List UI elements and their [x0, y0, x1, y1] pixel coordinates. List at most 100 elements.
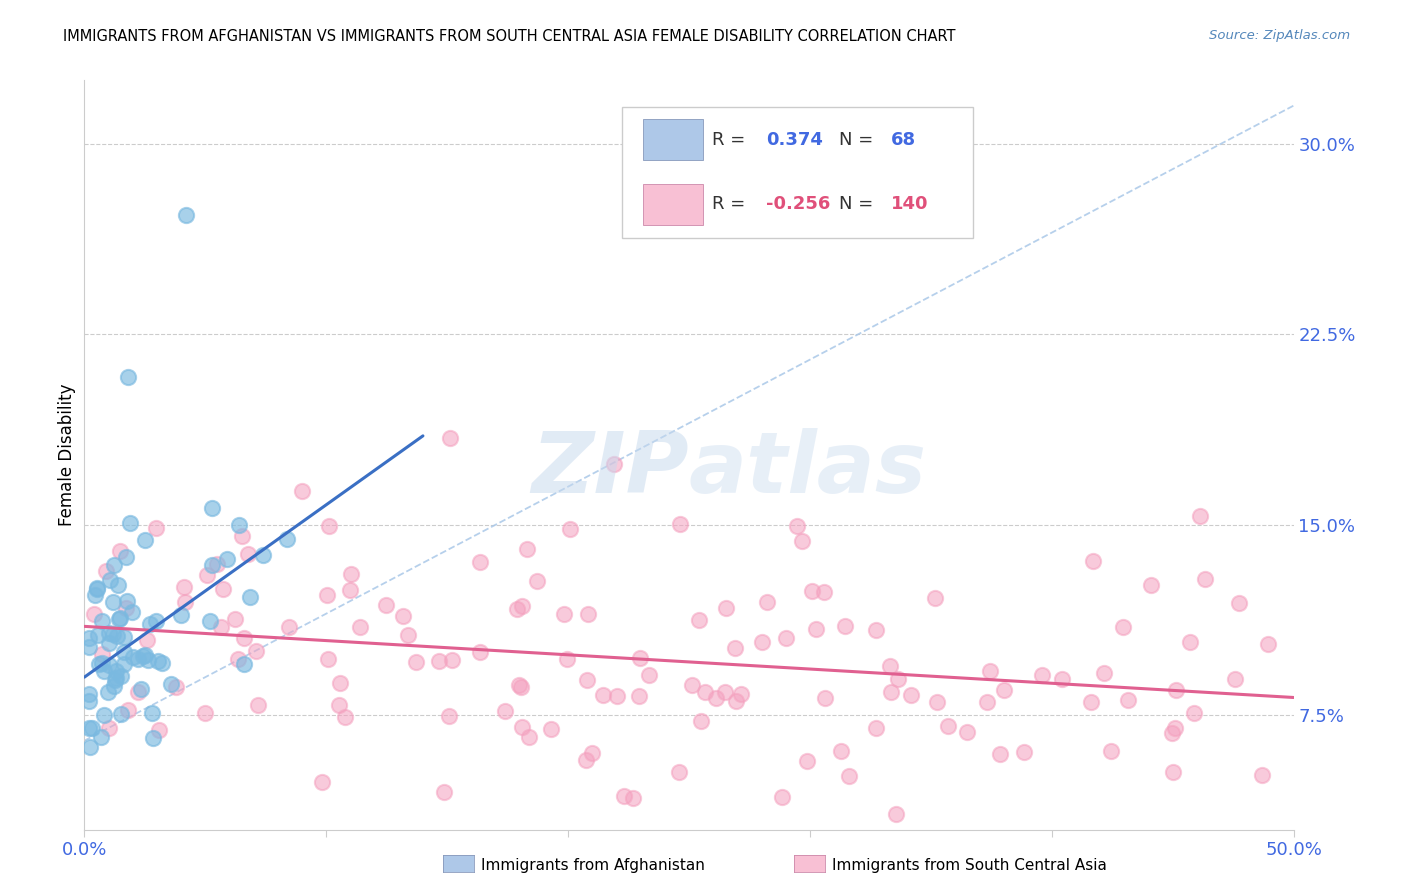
Point: [98, 573, 121, 587]
Point: [145, 614, 167, 628]
Point: [553, 607, 575, 622]
Point: [510, 720, 533, 734]
Point: [121, 605, 143, 619]
Point: [887, 672, 910, 686]
Point: [558, 522, 581, 536]
Point: [239, 590, 262, 604]
Text: R =: R =: [711, 131, 745, 149]
FancyBboxPatch shape: [623, 106, 973, 237]
Point: [1012, 745, 1035, 759]
Point: [508, 678, 530, 692]
Point: [756, 595, 779, 609]
Point: [339, 582, 361, 597]
Point: [925, 695, 948, 709]
Text: IMMIGRANTS FROM AFGHANISTAN VS IMMIGRANTS FROM SOUTH CENTRAL ASIA FEMALE DISABIL: IMMIGRANTS FROM AFGHANISTAN VS IMMIGRANT…: [63, 29, 956, 44]
Point: [865, 721, 887, 735]
Point: [704, 690, 727, 705]
Point: [517, 730, 540, 744]
Point: [1140, 578, 1163, 592]
Point: [1164, 721, 1187, 735]
Point: [690, 714, 713, 728]
Point: [724, 641, 747, 656]
Point: [98, 721, 121, 735]
Point: [886, 835, 908, 849]
Point: [91, 648, 114, 662]
Point: [252, 549, 274, 563]
Point: [105, 664, 128, 678]
Point: [440, 652, 463, 666]
Point: [575, 753, 598, 767]
Point: [195, 568, 218, 582]
Point: [112, 630, 135, 644]
Point: [103, 679, 125, 693]
Point: [231, 529, 253, 543]
Point: [506, 602, 529, 616]
Point: [105, 629, 128, 643]
Point: [232, 657, 254, 672]
Point: [796, 754, 818, 768]
Point: [107, 578, 129, 592]
Text: N =: N =: [839, 195, 873, 213]
Point: [117, 703, 139, 717]
Point: [291, 483, 314, 498]
Point: [145, 521, 167, 535]
Text: Immigrants from Afghanistan: Immigrants from Afghanistan: [481, 858, 704, 872]
Point: [87, 657, 110, 672]
Point: [1118, 693, 1140, 707]
Point: [174, 595, 197, 609]
Point: [131, 681, 153, 696]
Point: [110, 669, 132, 683]
Point: [142, 731, 165, 746]
Point: [993, 683, 1015, 698]
Point: [555, 652, 578, 666]
Point: [1257, 637, 1279, 651]
Point: [318, 519, 340, 533]
Point: [84, 588, 107, 602]
Point: [1081, 553, 1104, 567]
Point: [603, 458, 626, 472]
Text: R =: R =: [711, 195, 745, 213]
Point: [101, 627, 124, 641]
Point: [509, 681, 531, 695]
Point: [77, 722, 100, 736]
Point: [830, 744, 852, 758]
Point: [1080, 695, 1102, 709]
Point: [90, 730, 112, 744]
Point: [93, 708, 115, 723]
Point: [232, 632, 254, 646]
Point: [494, 705, 516, 719]
Point: [329, 676, 352, 690]
Point: [207, 557, 229, 571]
Point: [884, 807, 907, 822]
Point: [621, 791, 644, 805]
Point: [396, 628, 419, 642]
Point: [988, 747, 1011, 761]
Point: [228, 518, 250, 533]
Point: [628, 689, 651, 703]
Point: [770, 789, 793, 804]
Text: Immigrants from South Central Asia: Immigrants from South Central Asia: [832, 858, 1108, 872]
Point: [103, 558, 125, 572]
Point: [976, 695, 998, 709]
Point: [141, 706, 163, 721]
Point: [165, 680, 187, 694]
Point: [79, 740, 101, 755]
Point: [224, 612, 246, 626]
Point: [956, 725, 979, 739]
Text: ZIP: ZIP: [531, 428, 689, 511]
Point: [900, 688, 922, 702]
Point: [201, 558, 224, 573]
Point: [429, 654, 451, 668]
Point: [1112, 620, 1135, 634]
Point: [439, 431, 461, 445]
Point: [1126, 835, 1149, 849]
Point: [592, 688, 614, 702]
Point: [714, 685, 737, 699]
Text: 68: 68: [891, 131, 915, 149]
Point: [97, 658, 120, 673]
Point: [276, 532, 298, 546]
Point: [786, 518, 808, 533]
Point: [200, 615, 222, 629]
Point: [134, 533, 156, 547]
Point: [405, 655, 427, 669]
